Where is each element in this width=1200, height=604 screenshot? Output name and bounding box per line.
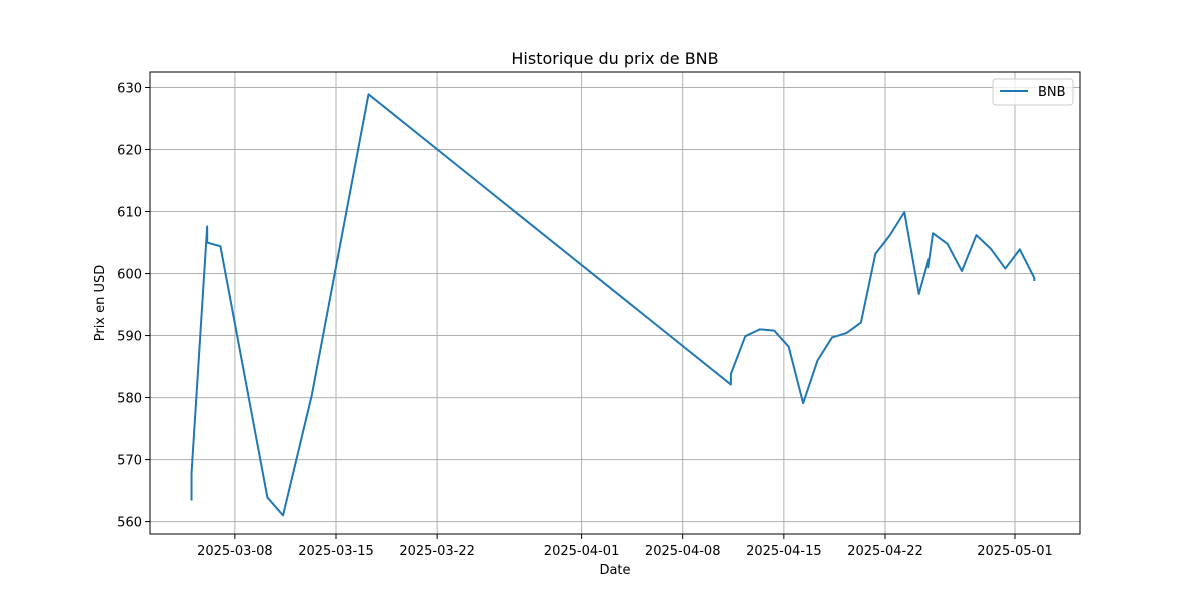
y-tick-label: 560 xyxy=(117,516,142,531)
legend-label-bnb: BNB xyxy=(1038,85,1066,100)
grid-layer xyxy=(150,72,1080,534)
x-tick-label: 2025-03-22 xyxy=(399,544,475,559)
x-tick-label: 2025-03-15 xyxy=(298,544,374,559)
x-tick-label: 2025-04-01 xyxy=(544,544,620,559)
x-tick-label: 2025-04-15 xyxy=(746,544,822,559)
plot-frame xyxy=(149,71,1081,535)
x-axis: 2025-03-08 2025-03-15 2025-03-22 2025-04-01… xyxy=(197,534,1053,559)
legend-box xyxy=(992,78,1074,106)
y-tick-label: 600 xyxy=(117,268,142,283)
y-tick-label: 570 xyxy=(117,454,142,469)
series-layer xyxy=(190,93,1036,517)
x-tick-label: 2025-03-08 xyxy=(197,544,273,559)
x-tick-label: 2025-04-22 xyxy=(847,544,923,559)
chart-title: Historique du prix de BNB xyxy=(511,49,718,68)
x-tick-label: 2025-05-01 xyxy=(977,544,1053,559)
x-tick-label: 2025-04-08 xyxy=(645,544,721,559)
y-tick-label: 620 xyxy=(117,144,142,159)
y-axis: 560 570 580 590 600 610 620 630 xyxy=(117,82,150,531)
legend: BNB xyxy=(992,78,1074,106)
y-tick-label: 590 xyxy=(117,330,142,345)
series-line-bnb xyxy=(190,93,1036,517)
y-axis-label: Prix en USD xyxy=(93,265,108,342)
y-tick-label: 630 xyxy=(117,82,142,97)
y-tick-label: 580 xyxy=(117,392,142,407)
y-tick-label: 610 xyxy=(117,206,142,221)
x-axis-label: Date xyxy=(599,563,630,578)
